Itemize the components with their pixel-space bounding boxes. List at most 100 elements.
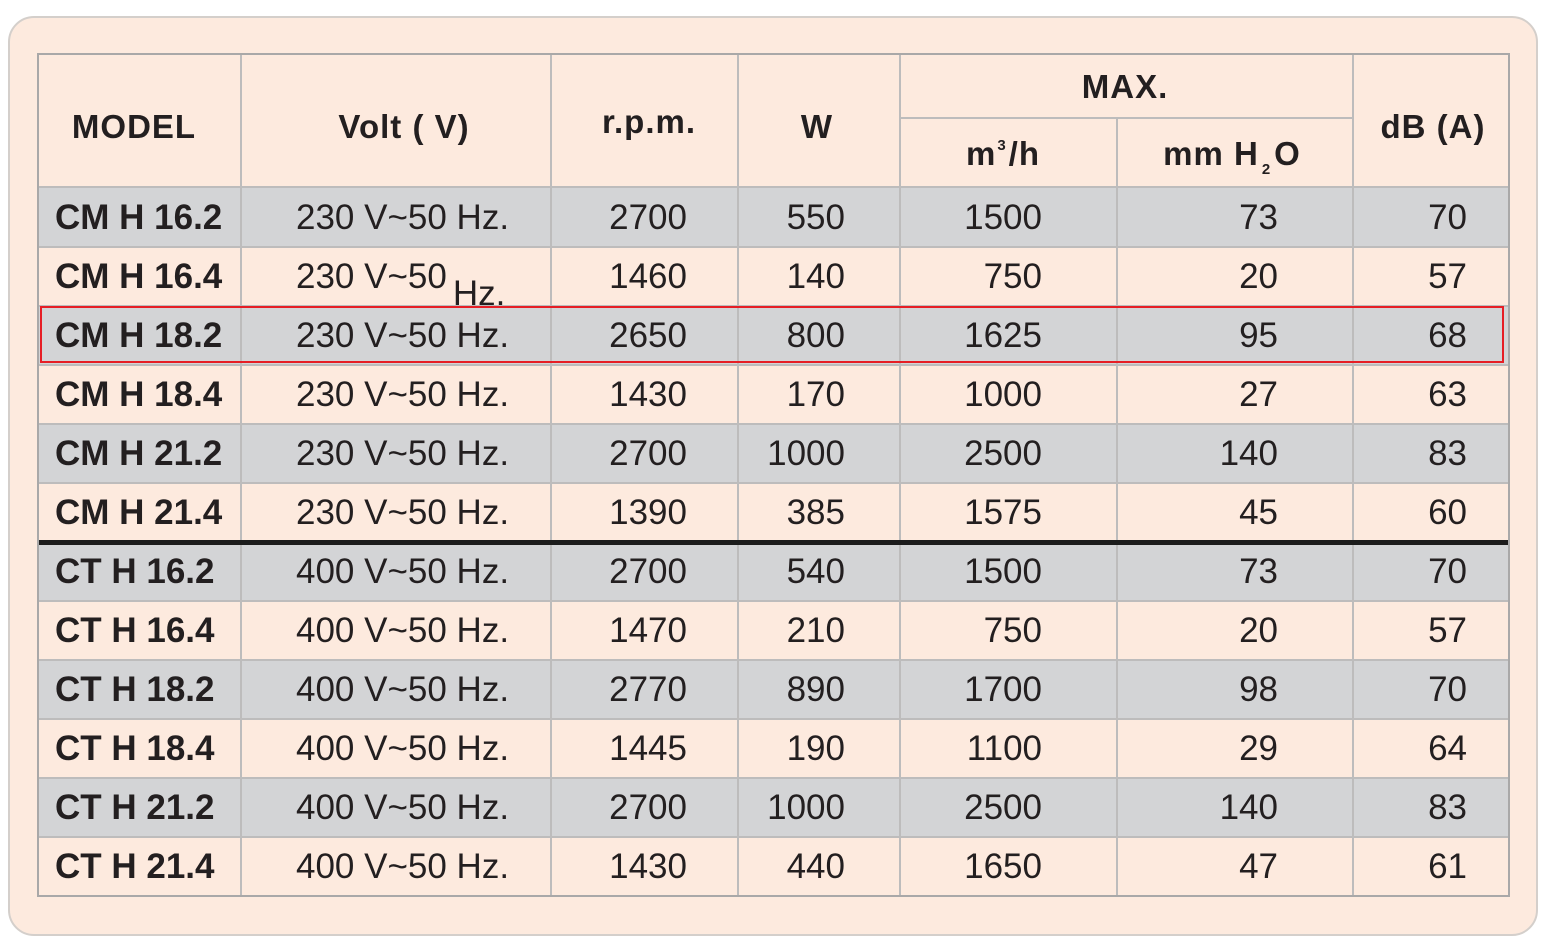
rpm-cell: 2650 — [609, 316, 687, 355]
mmh2o-cell: 47 — [1239, 847, 1278, 886]
mmh2o-cell: 140 — [1219, 434, 1278, 473]
m3h-cell: 1000 — [964, 375, 1042, 414]
m3h-cell: 750 — [983, 611, 1042, 650]
db-cell: 64 — [1428, 729, 1467, 768]
model-cell: CM H 21.2 — [55, 434, 223, 473]
rpm-cell: 1430 — [609, 847, 687, 886]
table-row: CM H 21.2 230 V~50 Hz. 2700 1000 2500 140 83 — [37, 423, 1510, 483]
volt-cell: 400 V~50 Hz. — [296, 847, 510, 886]
rpm-cell: 1390 — [609, 493, 687, 532]
volt-cell: 400 V~50 Hz. — [296, 788, 510, 827]
db-cell: 83 — [1428, 434, 1467, 473]
row-divider — [37, 836, 1510, 838]
w-cell: 540 — [786, 552, 845, 591]
model-cell: CT H 21.2 — [55, 788, 215, 827]
table-row: CT H 21.4 400 V~50 Hz. 1430 440 1650 47 61 — [37, 836, 1510, 896]
row-divider — [37, 423, 1510, 425]
m3h-cell: 2500 — [964, 434, 1042, 473]
m3h-cell: 1575 — [964, 493, 1042, 532]
column-divider — [1352, 53, 1354, 897]
model-cell: CT H 18.2 — [55, 670, 215, 709]
table-row: CT H 16.4 400 V~50 Hz. 1470 210 750 20 57 — [37, 600, 1510, 660]
group-separator — [37, 540, 1510, 545]
m3h-cell: 1650 — [964, 847, 1042, 886]
table-row: CM H 18.4 230 V~50 Hz. 1430 170 1000 27 63 — [37, 364, 1510, 424]
header-max: MAX. — [1081, 68, 1169, 105]
table-row: CT H 18.2 400 V~50 Hz. 2770 890 1700 98 70 — [37, 659, 1510, 719]
volt-cell: 400 V~50 Hz. — [296, 729, 510, 768]
mmh2o-cell: 27 — [1239, 375, 1278, 414]
mmh2o-cell: 95 — [1239, 316, 1278, 355]
volt-cell: 400 V~50 Hz. — [296, 611, 510, 650]
mmh2o-cell: 73 — [1239, 198, 1278, 237]
db-cell: 70 — [1428, 670, 1467, 709]
volt-cell: 230 V~50 Hz. — [296, 375, 510, 414]
m3h-cell: 1625 — [964, 316, 1042, 355]
model-cell: CM H 18.2 — [55, 316, 223, 355]
w-cell: 140 — [786, 257, 845, 296]
model-cell: CT H 18.4 — [55, 729, 215, 768]
header-w: W — [800, 108, 834, 145]
volt-cell: 230 V~50 Hz. — [296, 257, 506, 313]
table-row: CT H 21.2 400 V~50 Hz. 2700 1000 2500 140 83 — [37, 777, 1510, 837]
rpm-cell: 2700 — [609, 198, 687, 237]
column-divider — [899, 53, 901, 897]
mmh2o-cell: 140 — [1219, 788, 1278, 827]
model-cell: CM H 16.4 — [55, 257, 223, 296]
mmh2o-cell: 73 — [1239, 552, 1278, 591]
rpm-cell: 2700 — [609, 788, 687, 827]
mmh2o-cell: 98 — [1239, 670, 1278, 709]
db-cell: 57 — [1428, 611, 1467, 650]
w-cell: 890 — [786, 670, 845, 709]
row-divider — [37, 364, 1510, 366]
header-rpm: r.p.m. — [601, 103, 697, 140]
rpm-cell: 2770 — [609, 670, 687, 709]
volt-cell: 230 V~50 Hz. — [296, 316, 510, 355]
w-cell: 800 — [786, 316, 845, 355]
m3h-cell: 2500 — [964, 788, 1042, 827]
highlighted-row-outline — [40, 306, 1504, 363]
mmh2o-cell: 20 — [1239, 257, 1278, 296]
model-cell: CM H 21.4 — [55, 493, 223, 532]
header-mmh2o: mm H 2O — [1163, 135, 1301, 178]
w-cell: 170 — [786, 375, 845, 414]
table-row: CM H 16.4 230 V~50 Hz. 1460 140 750 20 57 — [37, 246, 1510, 313]
table-row: CT H 16.2 400 V~50 Hz. 2700 540 1500 73 70 — [37, 541, 1510, 601]
rpm-cell: 2700 — [609, 434, 687, 473]
table-row: CM H 16.2 230 V~50 Hz. 2700 550 1500 73 70 — [37, 188, 1510, 247]
column-divider — [1116, 118, 1118, 897]
m3h-cell: 750 — [983, 257, 1042, 296]
rpm-cell: 1445 — [609, 729, 687, 768]
mmh2o-cell: 20 — [1239, 611, 1278, 650]
w-cell: 385 — [786, 493, 845, 532]
db-cell: 60 — [1428, 493, 1467, 532]
rpm-cell: 2700 — [609, 552, 687, 591]
row-divider — [37, 246, 1510, 248]
m3h-cell: 1500 — [964, 552, 1042, 591]
db-cell: 83 — [1428, 788, 1467, 827]
volt-cell: 230 V~50 Hz. — [296, 434, 510, 473]
header-divider — [37, 186, 1510, 188]
header-db: dB (A) — [1380, 108, 1486, 145]
db-cell: 70 — [1428, 198, 1467, 237]
column-divider — [550, 53, 552, 897]
row-divider — [37, 718, 1510, 720]
mmh2o-cell: 29 — [1239, 729, 1278, 768]
header-volt: Volt ( V) — [338, 108, 470, 145]
row-divider — [37, 600, 1510, 602]
table-row: CT H 18.4 400 V~50 Hz. 1445 190 1100 29 64 — [37, 718, 1510, 778]
db-cell: 57 — [1428, 257, 1467, 296]
volt-cell: 400 V~50 Hz. — [296, 670, 510, 709]
rpm-cell: 1430 — [609, 375, 687, 414]
db-cell: 61 — [1428, 847, 1467, 886]
column-divider — [737, 53, 739, 897]
header-model: MODEL — [71, 108, 197, 145]
model-cell: CT H 16.4 — [55, 611, 215, 650]
m3h-cell: 1500 — [964, 198, 1042, 237]
table-row: CM H 21.4 230 V~50 Hz. 1390 385 1575 45 60 — [37, 482, 1510, 542]
w-cell: 210 — [786, 611, 845, 650]
w-cell: 440 — [786, 847, 845, 886]
db-cell: 68 — [1428, 316, 1467, 355]
mmh2o-cell: 45 — [1239, 493, 1278, 532]
